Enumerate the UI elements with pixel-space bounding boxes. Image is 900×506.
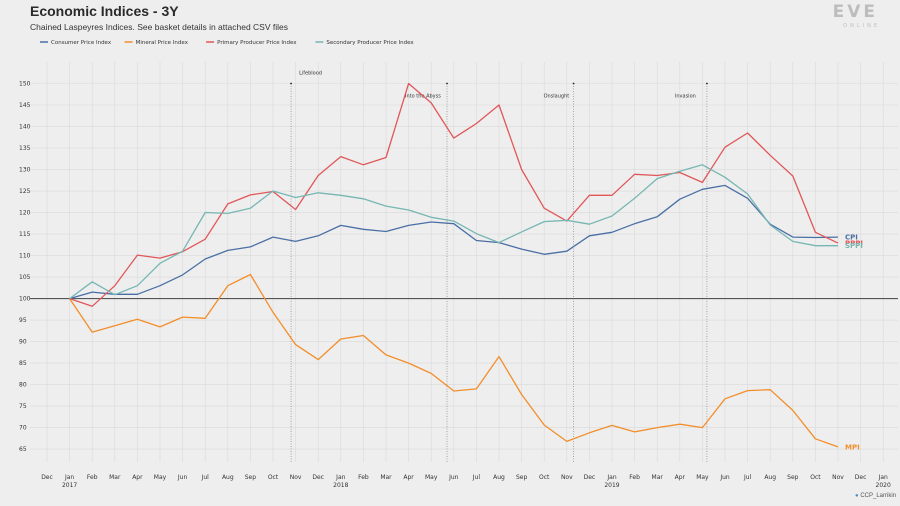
y-tick-label: 95 — [19, 317, 27, 324]
release-marker-dot — [572, 82, 575, 85]
x-tick-label: Jul — [743, 474, 752, 481]
series-line-mpi — [69, 273, 839, 448]
x-tick-label: May — [696, 474, 709, 481]
x-tick-label: Jul — [201, 474, 210, 481]
x-tick-year-label: 2018 — [333, 482, 348, 489]
x-tick-year-label: 2020 — [876, 482, 891, 489]
author-credit-text: CCP_Larrikin — [860, 493, 896, 499]
chart-title: Economic Indices - 3Y — [30, 3, 179, 19]
x-tick-label: Sep — [787, 474, 799, 481]
legend-label-pppi[interactable]: Primary Producer Price Index — [217, 40, 297, 46]
y-tick-label: 120 — [19, 210, 31, 217]
x-tick-label: Jun — [448, 474, 459, 481]
x-tick-label: Apr — [132, 474, 143, 481]
x-tick-label: Apr — [403, 474, 414, 481]
release-marker-dot — [290, 82, 292, 85]
y-tick-label: 145 — [19, 102, 31, 109]
x-tick-label: Sep — [516, 474, 528, 481]
x-tick-label: Mar — [652, 474, 664, 481]
twitter-icon: ● — [855, 493, 859, 499]
author-credit: ● CCP_Larrikin — [855, 493, 896, 499]
legend-label-cpi[interactable]: Consumer Price Index — [51, 40, 112, 46]
x-tick-label: Dec — [312, 474, 324, 481]
x-tick-label: Nov — [832, 474, 844, 481]
x-tick-label: May — [154, 474, 167, 481]
release-marker-dot — [706, 82, 708, 85]
x-tick-label: Jan — [606, 474, 616, 481]
legend-label-mpi[interactable]: Mineral Price Index — [136, 40, 189, 46]
release-marker-label: Lifeblood — [299, 71, 322, 77]
y-tick-label: 100 — [19, 296, 31, 303]
legend-label-sppi[interactable]: Secondary Producer Price Index — [326, 40, 414, 46]
x-tick-label: May — [425, 474, 438, 481]
x-tick-label: Jun — [177, 474, 188, 481]
series-line-pppi — [69, 82, 839, 307]
x-tick-label: Aug — [764, 474, 776, 481]
x-tick-label: Oct — [810, 474, 821, 481]
x-tick-label: Aug — [222, 474, 234, 481]
release-marker-label: Onslaught — [544, 94, 570, 100]
series-end-label-sppi: SPPI — [845, 242, 863, 250]
x-tick-label: Oct — [539, 474, 550, 481]
series-end-label-mpi: MPI — [845, 443, 860, 451]
x-tick-label: Feb — [87, 474, 98, 481]
x-tick-year-label: 2017 — [62, 482, 77, 489]
y-tick-label: 110 — [19, 253, 31, 260]
x-tick-label: Sep — [245, 474, 257, 481]
x-tick-label: Mar — [109, 474, 121, 481]
y-tick-label: 85 — [19, 360, 27, 367]
y-tick-label: 135 — [19, 145, 31, 152]
x-tick-label: Aug — [493, 474, 505, 481]
y-tick-label: 130 — [19, 167, 31, 174]
x-tick-label: Jul — [472, 474, 481, 481]
x-tick-label: Feb — [629, 474, 640, 481]
series-line-sppi — [69, 164, 838, 300]
x-tick-year-label: 2019 — [604, 482, 619, 489]
x-tick-label: Jan — [878, 474, 888, 481]
x-tick-label: Oct — [268, 474, 279, 481]
x-tick-label: Dec — [41, 474, 53, 481]
y-tick-label: 65 — [19, 446, 27, 453]
x-tick-label: Dec — [855, 474, 867, 481]
y-tick-label: 75 — [19, 403, 27, 410]
chart-subtitle: Chained Laspeyres Indices. See basket de… — [30, 22, 288, 32]
release-marker-label: Invasion — [675, 94, 696, 100]
series-line-cpi — [69, 184, 839, 300]
y-tick-label: 125 — [19, 188, 31, 195]
x-tick-label: Nov — [290, 474, 302, 481]
y-tick-label: 80 — [19, 382, 27, 389]
y-tick-label: 140 — [19, 124, 31, 131]
series-end-label-cpi: CPI — [845, 234, 858, 242]
x-tick-label: Mar — [380, 474, 392, 481]
y-tick-label: 90 — [19, 339, 27, 346]
x-tick-label: Feb — [358, 474, 369, 481]
x-tick-label: Apr — [675, 474, 686, 481]
y-tick-label: 70 — [19, 425, 27, 432]
x-tick-label: Jan — [64, 474, 74, 481]
x-tick-label: Nov — [561, 474, 573, 481]
series-end-label-pppi: PPPI — [845, 240, 863, 248]
release-marker-dot — [446, 82, 448, 85]
x-tick-label: Jan — [335, 474, 345, 481]
y-tick-label: 105 — [19, 274, 31, 281]
y-tick-label: 150 — [19, 81, 31, 88]
y-tick-label: 115 — [19, 231, 31, 238]
x-tick-label: Jun — [719, 474, 730, 481]
eve-online-logo: EVE — [832, 2, 878, 22]
x-tick-label: Dec — [584, 474, 596, 481]
eve-online-logo-subtext: ONLINE — [843, 23, 880, 29]
